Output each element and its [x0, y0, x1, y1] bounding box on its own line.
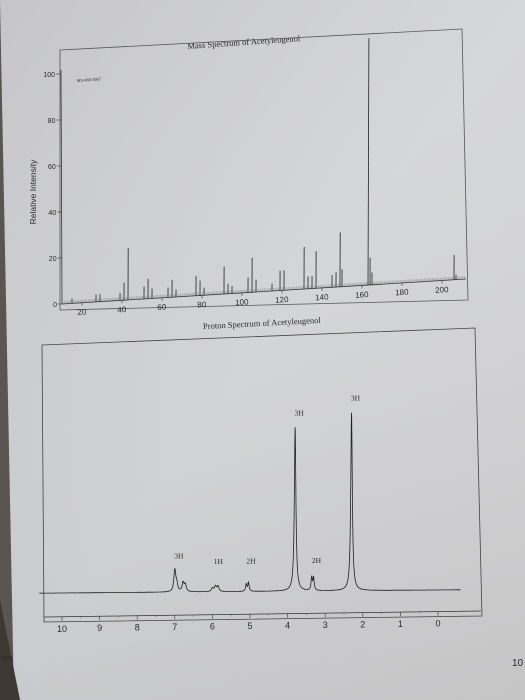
ms-y-tick-label: 40 — [48, 210, 56, 217]
nmr-x-tick-label: 5 — [247, 621, 252, 631]
ms-x-tick-label: 120 — [275, 295, 289, 305]
page-number: 10 — [512, 658, 524, 669]
nmr-x-tick-label: 4 — [285, 621, 290, 631]
nmr-frame — [41, 327, 483, 623]
ms-ylabel: Relative Intensity — [28, 159, 38, 224]
nmr-integral-label: 2H — [312, 556, 322, 565]
ms-x-tick-label: 40 — [117, 305, 127, 315]
nmr-integral-label: 1H — [214, 557, 224, 566]
nmr-x-tick-label: 10 — [57, 624, 67, 634]
table-edge — [0, 600, 20, 700]
ms-frame — [59, 28, 469, 311]
nmr-x-tick-label: 6 — [210, 622, 215, 632]
nmr-x-tick-label: 9 — [97, 623, 102, 633]
nmr-x-tick-label: 7 — [172, 622, 177, 632]
nmr-x-tick-label: 1 — [398, 619, 403, 629]
ms-y-tick-label: 60 — [48, 164, 56, 171]
ms-x-tick-label: 160 — [355, 290, 369, 300]
ms-x-tick-label: 80 — [197, 300, 207, 310]
nmr-x-tick-label: 8 — [135, 623, 140, 633]
ms-sample-id: MS-NW-2667 — [77, 76, 102, 83]
ms-x-tick-label: 180 — [395, 287, 409, 297]
nmr-integral-label: 3H — [351, 394, 361, 403]
ms-peak — [367, 38, 370, 286]
ms-x-tick-label: 60 — [157, 302, 167, 312]
nmr-x-tick-label: 0 — [435, 619, 440, 629]
ms-y-axis — [60, 69, 63, 305]
nmr-x-tick-label: 2 — [360, 620, 365, 630]
ms-y-tick-label: 100 — [43, 72, 55, 79]
ms-x-tick-label: 140 — [315, 292, 329, 302]
ms-plot-area: 20 40 60 80 100 120 140 160 180 200 0 20 40 60 80 100 — [43, 38, 467, 317]
ms-y-tick-label: 0 — [53, 302, 57, 309]
ms-y-tick-label: 80 — [48, 118, 56, 125]
ms-x-tick-label: 100 — [235, 297, 249, 307]
ms-x-tick-label: 20 — [77, 307, 87, 317]
nmr-spectrum-trace — [39, 412, 461, 594]
nmr-integral-label: 2H — [246, 557, 256, 566]
nmr-integral-label: 3H — [174, 552, 184, 561]
nmr-x-axis — [43, 610, 482, 618]
ms-x-tick-label: 200 — [435, 285, 449, 295]
nmr-integral-label: 3H — [295, 408, 305, 417]
nmr-x-tick-label: 3 — [323, 620, 328, 630]
margin-stamp: 201 — [2, 656, 14, 663]
ms-y-tick-label: 20 — [49, 256, 57, 263]
